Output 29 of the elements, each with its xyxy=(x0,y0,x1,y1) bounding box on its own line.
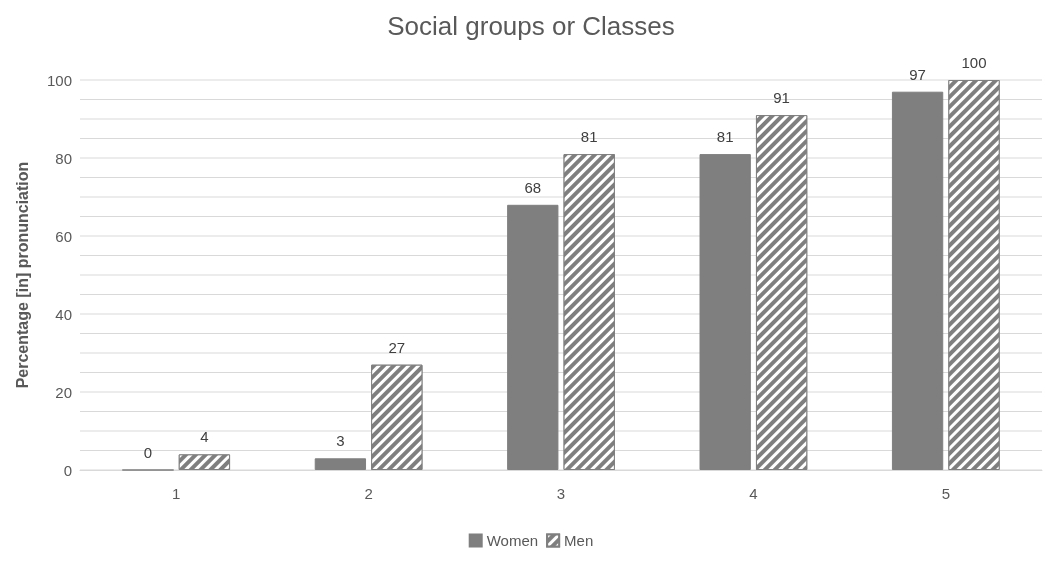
bar xyxy=(891,91,944,470)
y-tick-label: 80 xyxy=(55,149,72,167)
x-tick-label: 5 xyxy=(941,485,950,502)
y-tick-label: 20 xyxy=(55,383,72,401)
legend-label: Women xyxy=(486,532,539,549)
data-label: 68 xyxy=(524,178,542,196)
data-label: 4 xyxy=(200,428,209,446)
chart-title: Social groups or Classes xyxy=(387,11,675,41)
bar xyxy=(699,154,751,470)
bar xyxy=(314,458,367,470)
bar xyxy=(507,204,559,470)
y-tick-label: 100 xyxy=(46,71,72,89)
data-label: 27 xyxy=(388,338,406,356)
data-label: 3 xyxy=(336,432,345,450)
data-label: 97 xyxy=(909,65,926,83)
x-tick-label: 2 xyxy=(364,485,373,502)
y-tick-label: 0 xyxy=(63,461,72,479)
x-tick-label: 4 xyxy=(749,485,758,502)
legend-label: Men xyxy=(564,532,594,549)
data-label: 81 xyxy=(580,128,598,146)
x-tick-label: 1 xyxy=(172,485,181,502)
y-tick-label: 60 xyxy=(55,227,72,245)
data-label: 0 xyxy=(143,443,153,461)
x-tick-label: 3 xyxy=(556,485,566,502)
y-axis-title: Percentage [in] pronunciation xyxy=(13,161,31,389)
data-label: 100 xyxy=(961,54,987,71)
data-label: 91 xyxy=(773,89,790,107)
y-tick-label: 40 xyxy=(55,305,72,323)
data-label: 81 xyxy=(716,128,734,146)
